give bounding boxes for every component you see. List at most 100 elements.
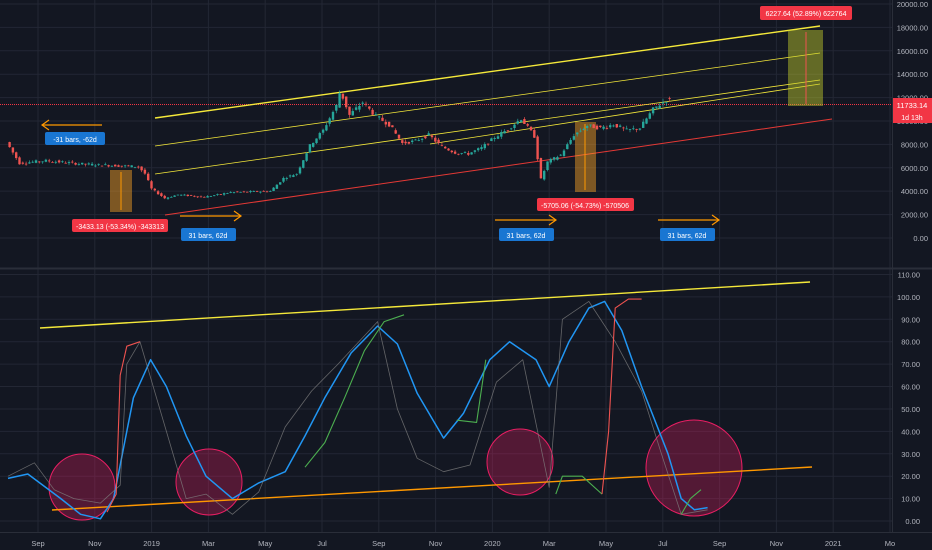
channel-line-3[interactable] [154,79,821,175]
bar-count-2-arrowhead [233,210,243,222]
candle-body [295,173,298,175]
candle-body [510,128,513,130]
oscillator-axis-labels: 110.00 100.00 90.00 80.00 70.00 60.00 50.00 40.… [897,270,920,526]
channel-upper-line[interactable] [154,25,821,119]
candle-body [437,139,440,143]
candle-body [64,162,67,164]
price-axis[interactable]: 20000.0018000.0016000.0014000.0012000.00… [892,0,932,532]
measure-box-3[interactable] [788,30,823,106]
oscillator-pane[interactable] [7,281,813,521]
oscillator-series[interactable] [7,298,708,520]
bar-count-1[interactable]: -31 bars, -62d [40,119,105,145]
candle-body [381,117,384,121]
candle-body [407,141,411,144]
bar-count-3-arrowhead [548,214,558,226]
candle-body [559,154,562,156]
bar-count-3-bg [499,228,554,241]
candlestick-series[interactable] [8,90,671,200]
candle-body [506,130,510,132]
oscillator-upper-trendline[interactable] [39,281,811,329]
candle-body [312,142,315,147]
candle-body [618,125,622,127]
measure-label-2-text: -5705.06 (-54.73%) -570506 [541,203,629,210]
rising-channel[interactable] [154,25,821,175]
support-trendline[interactable] [164,118,833,216]
oscillator-signal-line [7,300,708,520]
candle-body [153,188,156,191]
candle-body [186,194,189,197]
bar-count-1-bg [45,132,105,145]
candle-body [209,196,213,197]
price-pane[interactable]: -3433.13 (-53.34%) -343313 -5705.06 (-54… [0,6,892,241]
candle-body [308,144,312,153]
bar-count-1-text: -31 bars, -62d [53,137,97,144]
candle-body [645,118,648,124]
measure-box-2[interactable] [575,122,596,192]
candle-body [552,157,556,160]
channel-line-2[interactable] [154,52,821,147]
candle-body [345,96,348,108]
candle-body [219,194,222,196]
candle-body [196,196,199,198]
candle-body [292,175,295,178]
candle-body [470,152,473,155]
oscillator-highlight-segment [304,314,405,468]
candle-body [486,143,490,145]
candle-body [199,196,203,198]
measure-label-2: -5705.06 (-54.73%) -570506 [537,198,634,211]
candle-body [536,136,539,160]
candle-body [239,191,242,193]
candle-body [526,124,529,126]
current-price-label: 11733.14 [897,101,928,110]
candle-body [463,152,467,153]
candle-body [523,119,526,124]
candle-body [420,138,424,140]
oscillator-axis-tick-label: 30.00 [901,450,920,459]
oscillator-highlight-segment [456,359,487,423]
time-axis-tick-label: Nov [770,539,784,548]
candle-body [483,144,486,149]
candle-body [354,107,358,110]
candle-body [249,191,252,193]
measure-box-1[interactable] [110,170,132,212]
countdown-label-bg [893,111,932,123]
candle-body [123,165,127,167]
oscillator-lower-trendline[interactable] [51,466,813,511]
candle-body [21,162,24,164]
time-axis[interactable]: Sep Nov 2019 Mar May Jul Sep Nov 2020 Mar May Jul Se… [0,532,932,549]
candle-body [252,191,255,192]
bar-count-3[interactable]: 31 bars, 62d [495,214,558,241]
candle-body [424,136,427,139]
candle-body [282,177,285,182]
time-axis-tick-label: Mar [543,539,556,548]
candle-body [176,194,180,196]
candle-body [579,130,582,132]
candle-body [397,134,401,139]
candle-body [328,118,331,124]
price-axis-tick-label: 18000.00 [897,23,928,32]
candle-body [374,114,378,116]
candle-body [222,193,226,195]
bar-count-4[interactable]: 31 bars, 62d [658,214,721,241]
bar-count-2[interactable]: 31 bars, 62d [180,210,243,241]
oscillator-axis-tick-label: 90.00 [901,315,920,324]
price-axis-tick-label: 6000.00 [901,164,928,173]
price-axis-tick-label: 20000.00 [897,0,928,9]
candle-body [566,144,569,150]
channel-midline[interactable] [429,83,821,145]
candle-body [371,109,374,115]
candle-body [87,163,90,165]
candle-body [255,191,259,192]
candle-body [638,128,642,130]
candle-body [430,135,434,138]
candle-body [378,116,381,118]
time-axis-tick-label: Sep [372,539,385,548]
candle-body [364,103,368,105]
candle-body [661,102,665,104]
candle-body [272,187,275,192]
candle-body [305,153,308,161]
oscillator-circle-3 [486,428,554,496]
candle-body [632,128,635,130]
candle-body [440,145,444,147]
